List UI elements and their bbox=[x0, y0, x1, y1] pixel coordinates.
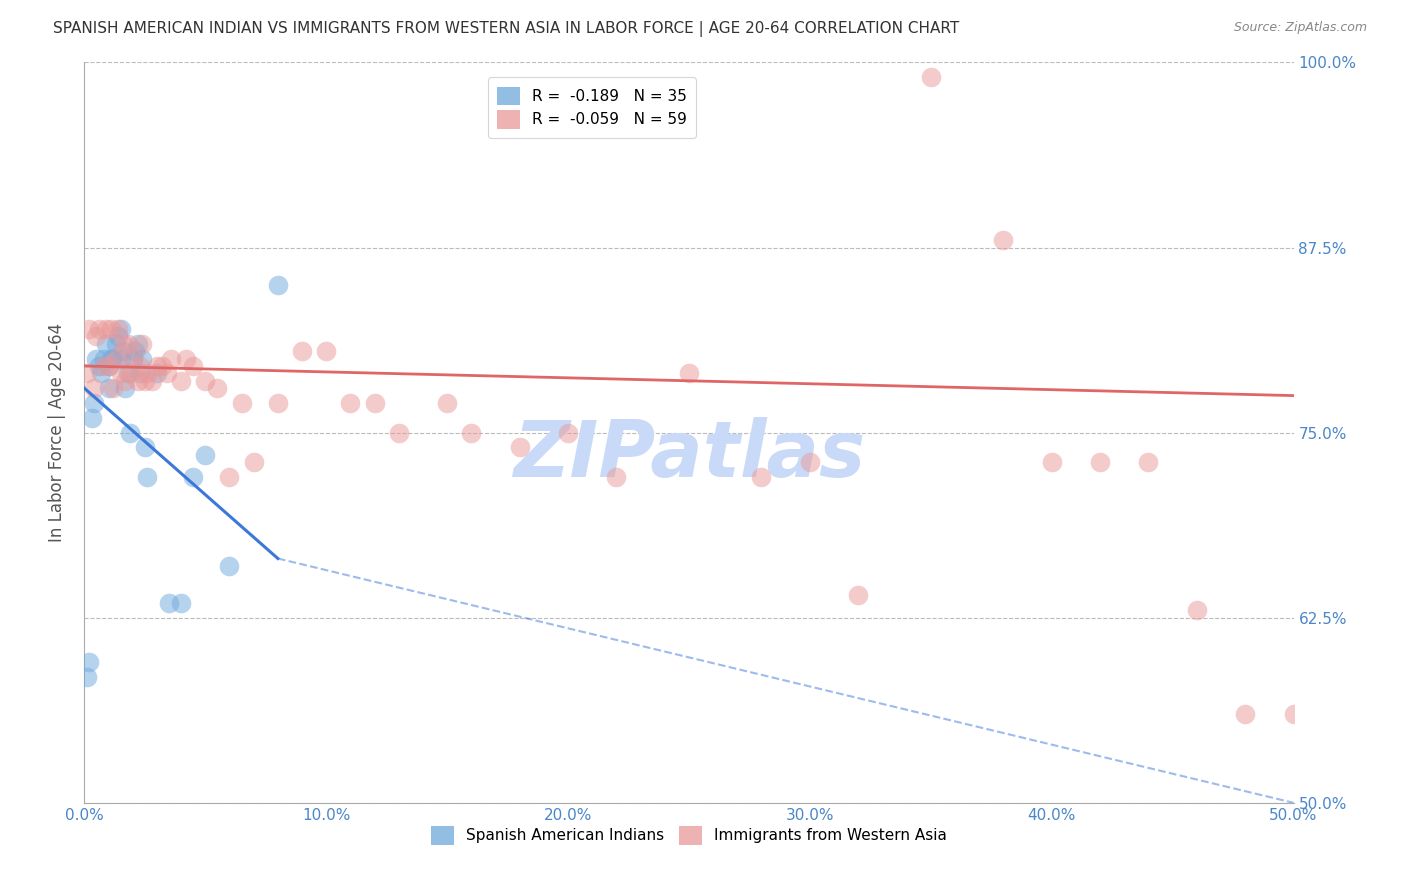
Point bbox=[436, 396, 458, 410]
Point bbox=[103, 351, 125, 366]
Point bbox=[1234, 706, 1257, 721]
Point bbox=[363, 396, 385, 410]
Point bbox=[920, 70, 942, 85]
Point bbox=[170, 374, 193, 388]
Point bbox=[120, 367, 142, 381]
Point bbox=[77, 322, 100, 336]
Legend: Spanish American Indians, Immigrants from Western Asia: Spanish American Indians, Immigrants fro… bbox=[425, 820, 953, 851]
Point bbox=[1282, 706, 1305, 721]
Point bbox=[87, 322, 110, 336]
Point bbox=[86, 329, 108, 343]
Point bbox=[83, 381, 105, 395]
Point bbox=[129, 359, 152, 373]
Point bbox=[141, 374, 163, 388]
Point bbox=[110, 367, 132, 381]
Point bbox=[157, 596, 180, 610]
Point bbox=[86, 351, 108, 366]
Point bbox=[993, 233, 1015, 247]
Point bbox=[146, 367, 169, 381]
Text: Source: ZipAtlas.com: Source: ZipAtlas.com bbox=[1233, 21, 1367, 34]
Point bbox=[181, 470, 204, 484]
Point bbox=[150, 359, 173, 373]
Point bbox=[460, 425, 482, 440]
Point bbox=[134, 374, 156, 388]
Point bbox=[134, 441, 156, 455]
Point bbox=[129, 367, 152, 381]
Point bbox=[76, 670, 98, 684]
Point bbox=[194, 448, 217, 462]
Point bbox=[112, 336, 135, 351]
Point bbox=[104, 351, 127, 366]
Point bbox=[846, 589, 869, 603]
Point bbox=[117, 367, 139, 381]
Point bbox=[1137, 455, 1160, 469]
Text: ZIPatlas: ZIPatlas bbox=[513, 417, 865, 493]
Point bbox=[194, 374, 217, 388]
Point bbox=[605, 470, 627, 484]
Point bbox=[388, 425, 411, 440]
Point bbox=[107, 329, 129, 343]
Point bbox=[93, 351, 115, 366]
Point bbox=[181, 359, 204, 373]
Point bbox=[1185, 603, 1208, 617]
Point bbox=[127, 336, 149, 351]
Point bbox=[120, 425, 142, 440]
Point bbox=[114, 381, 136, 395]
Text: SPANISH AMERICAN INDIAN VS IMMIGRANTS FROM WESTERN ASIA IN LABOR FORCE | AGE 20-: SPANISH AMERICAN INDIAN VS IMMIGRANTS FR… bbox=[53, 21, 960, 37]
Point bbox=[155, 367, 177, 381]
Y-axis label: In Labor Force | Age 20-64: In Labor Force | Age 20-64 bbox=[48, 323, 66, 542]
Point bbox=[799, 455, 821, 469]
Point bbox=[104, 336, 127, 351]
Point bbox=[678, 367, 700, 381]
Point bbox=[1040, 455, 1063, 469]
Point bbox=[136, 470, 159, 484]
Point bbox=[110, 351, 132, 366]
Point bbox=[87, 359, 110, 373]
Point bbox=[170, 596, 193, 610]
Point bbox=[267, 277, 290, 292]
Point bbox=[97, 381, 120, 395]
Point bbox=[77, 655, 100, 669]
Point bbox=[100, 351, 122, 366]
Point bbox=[90, 367, 112, 381]
Point bbox=[121, 351, 143, 366]
Point bbox=[242, 455, 264, 469]
Point bbox=[1088, 455, 1111, 469]
Point bbox=[315, 344, 337, 359]
Point bbox=[174, 351, 197, 366]
Point bbox=[80, 410, 103, 425]
Point bbox=[97, 359, 120, 373]
Point bbox=[110, 322, 132, 336]
Point bbox=[93, 359, 115, 373]
Point bbox=[131, 336, 153, 351]
Point bbox=[207, 381, 229, 395]
Point bbox=[117, 336, 139, 351]
Point bbox=[509, 441, 531, 455]
Point bbox=[218, 470, 240, 484]
Point bbox=[124, 344, 146, 359]
Point bbox=[100, 322, 122, 336]
Point bbox=[76, 367, 98, 381]
Point bbox=[83, 396, 105, 410]
Point bbox=[127, 374, 149, 388]
Point bbox=[557, 425, 579, 440]
Point bbox=[112, 344, 135, 359]
Point bbox=[339, 396, 361, 410]
Point bbox=[231, 396, 253, 410]
Point bbox=[107, 322, 129, 336]
Point bbox=[114, 374, 136, 388]
Point bbox=[136, 367, 159, 381]
Point bbox=[97, 359, 120, 373]
Point bbox=[121, 351, 143, 366]
Point bbox=[291, 344, 314, 359]
Point bbox=[160, 351, 183, 366]
Point bbox=[103, 381, 125, 395]
Point bbox=[267, 396, 290, 410]
Point bbox=[146, 359, 169, 373]
Point bbox=[94, 322, 117, 336]
Point bbox=[218, 558, 240, 573]
Point bbox=[131, 351, 153, 366]
Point bbox=[751, 470, 773, 484]
Point bbox=[94, 336, 117, 351]
